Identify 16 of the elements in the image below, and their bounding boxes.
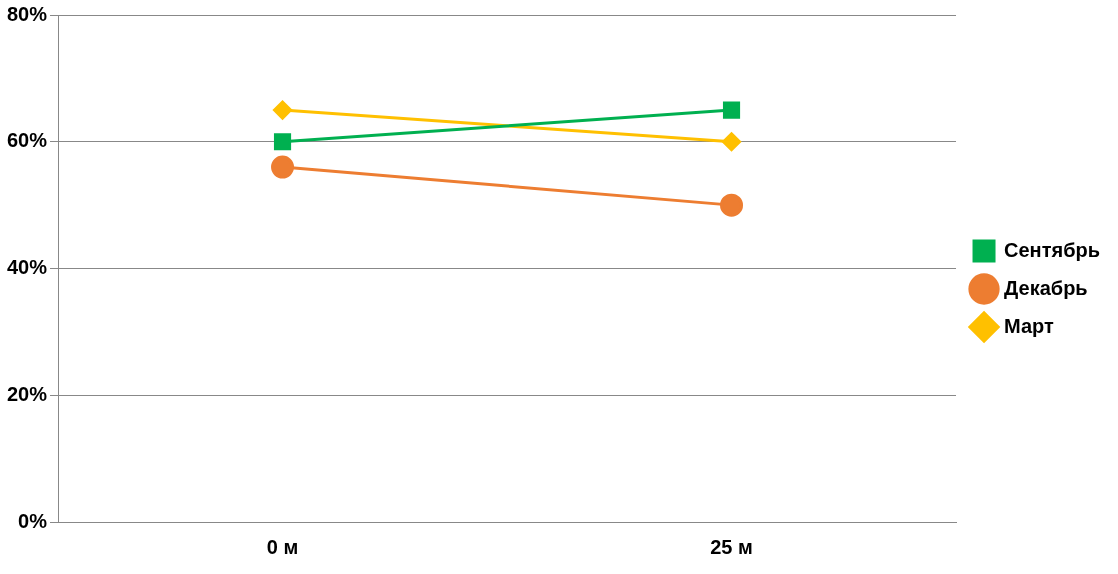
point [720,193,744,217]
y-tick-label: 0% [18,509,48,532]
point [722,101,741,119]
point [271,155,295,179]
point [722,132,742,152]
point [273,100,293,120]
y-tick-label: 20% [7,382,48,405]
y-tick-label: 40% [7,256,48,279]
legend-label: Март [1004,314,1054,337]
point [273,133,292,151]
legend-label: Декабрь [1004,276,1088,299]
x-tick-label: 0 м [266,535,299,558]
y-tick-label: 80% [7,2,48,25]
x-tick-label: 25 м [710,535,753,558]
y-tick-label: 60% [7,129,48,152]
legend-label: Сентябрь [1004,238,1101,261]
